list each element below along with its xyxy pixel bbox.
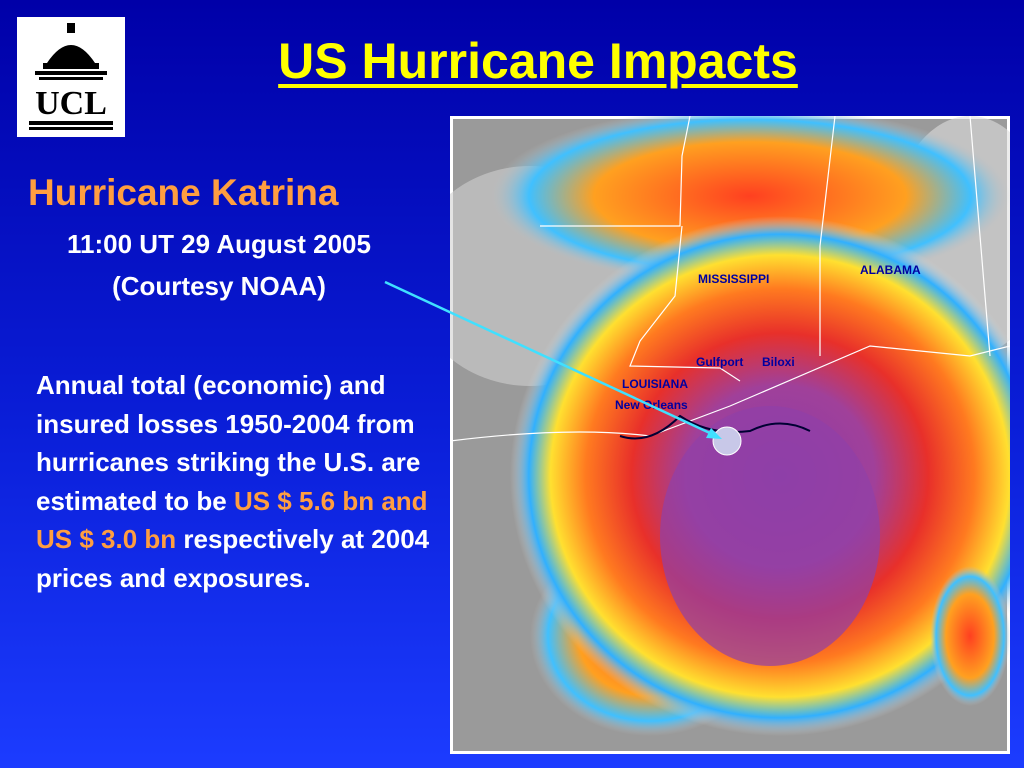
body-text: Annual total (economic) and insured loss… [36, 366, 446, 597]
logo: UCL [17, 17, 125, 137]
body-highlight: US $ 5.6 bn and US $ 3.0 bn [36, 485, 428, 555]
map-label: Gulfport [696, 355, 743, 369]
map-label: ALABAMA [860, 263, 921, 277]
caption-heading: Hurricane Katrina [28, 172, 339, 213]
logo-graphic: UCL [29, 23, 113, 130]
map-label: MISSISSIPPI [698, 272, 769, 286]
logo-text: UCL [35, 85, 107, 122]
map-label: LOUISIANA [622, 377, 688, 391]
body-text-part: Annual total (economic) and insured loss… [36, 370, 421, 516]
map-label: Biloxi [762, 355, 795, 369]
satellite-image: MISSISSIPPI ALABAMA LOUISIANA Gulfport B… [450, 116, 1010, 754]
caption-date: 11:00 UT 29 August 2005 [67, 229, 371, 259]
map-label: New Orleans [615, 398, 688, 412]
body-text-part: respectively at 2004 prices and exposure… [36, 524, 430, 593]
caption-credit: (Courtesy NOAA) [112, 271, 326, 301]
title: US Hurricane Impacts [278, 33, 798, 89]
